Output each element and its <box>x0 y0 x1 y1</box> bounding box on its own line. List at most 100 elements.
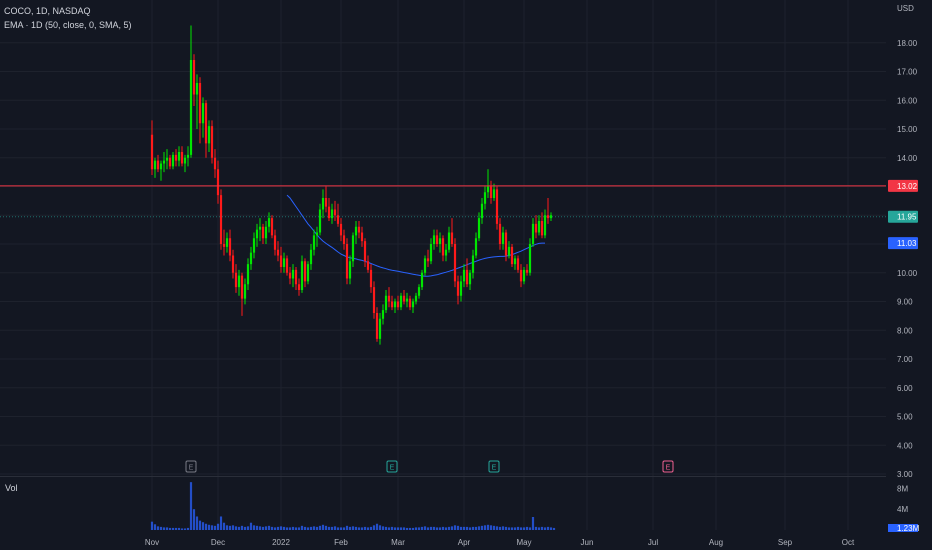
candle[interactable] <box>312 229 316 256</box>
candle[interactable] <box>210 120 214 164</box>
candle[interactable] <box>192 54 196 106</box>
candle[interactable] <box>486 169 490 198</box>
candle[interactable] <box>309 244 313 270</box>
candle[interactable] <box>222 229 226 256</box>
earnings-marker[interactable]: E <box>386 460 398 473</box>
candle[interactable] <box>159 160 163 181</box>
candle[interactable] <box>150 120 154 175</box>
candle[interactable] <box>504 229 508 262</box>
price-tag[interactable]: 11.95 <box>888 210 918 223</box>
candle[interactable] <box>417 284 421 299</box>
volume-legend[interactable]: Vol <box>5 483 18 493</box>
candle[interactable] <box>213 149 217 178</box>
candle[interactable] <box>246 258 250 290</box>
candle[interactable] <box>354 221 358 244</box>
price-axis[interactable]: 18.0017.0016.0015.0014.0013.0012.0011.00… <box>888 39 920 533</box>
candle[interactable] <box>162 152 166 173</box>
earnings-marker[interactable]: E <box>662 460 674 473</box>
candle[interactable] <box>243 278 247 305</box>
candle[interactable] <box>330 203 334 224</box>
candle[interactable] <box>444 244 448 262</box>
candle[interactable] <box>465 258 469 288</box>
candle[interactable] <box>228 229 232 262</box>
candle[interactable] <box>387 287 391 308</box>
candle[interactable] <box>543 209 547 239</box>
candle[interactable] <box>456 275 460 305</box>
ema-legend[interactable]: EMA · 1D (50, close, 0, SMA, 5) <box>4 20 132 30</box>
candle[interactable] <box>168 154 172 170</box>
candle[interactable] <box>306 261 310 285</box>
candle[interactable] <box>288 267 292 285</box>
candle[interactable] <box>405 292 409 308</box>
candle[interactable] <box>264 221 268 244</box>
candle[interactable] <box>480 198 484 224</box>
candle[interactable] <box>177 146 181 167</box>
candle[interactable] <box>372 281 376 319</box>
candle[interactable] <box>294 267 298 290</box>
horizontal-lines-layer[interactable] <box>0 185 886 218</box>
candle[interactable] <box>381 304 385 325</box>
candle[interactable] <box>285 255 289 276</box>
candle[interactable] <box>375 307 379 342</box>
candle[interactable] <box>201 97 205 138</box>
candle[interactable] <box>408 295 412 311</box>
candle[interactable] <box>525 264 529 276</box>
candle[interactable] <box>447 226 451 253</box>
candle[interactable] <box>255 223 259 247</box>
candle[interactable] <box>390 295 394 311</box>
candle[interactable] <box>171 152 175 170</box>
candle[interactable] <box>360 226 364 247</box>
candle[interactable] <box>339 218 343 242</box>
candle[interactable] <box>195 74 199 129</box>
earnings-marker[interactable]: E <box>488 460 500 473</box>
candle[interactable] <box>207 120 211 152</box>
candle[interactable] <box>180 146 184 167</box>
candle[interactable] <box>189 25 193 158</box>
candle[interactable] <box>165 149 169 170</box>
candle[interactable] <box>441 235 445 262</box>
candle[interactable] <box>297 278 301 296</box>
candle[interactable] <box>342 229 346 250</box>
price-tag[interactable]: 13.02 <box>888 179 918 192</box>
candle[interactable] <box>219 189 223 250</box>
candle[interactable] <box>261 223 265 244</box>
candle[interactable] <box>549 212 553 221</box>
candle[interactable] <box>513 255 517 270</box>
candle[interactable] <box>276 241 280 262</box>
candle[interactable] <box>258 218 262 242</box>
candle[interactable] <box>231 249 235 279</box>
earnings-marker[interactable]: E <box>185 460 197 473</box>
candle[interactable] <box>327 198 331 221</box>
candle[interactable] <box>273 229 277 256</box>
candle[interactable] <box>522 267 526 285</box>
candle[interactable] <box>321 189 325 219</box>
candle[interactable] <box>510 244 514 267</box>
candle[interactable] <box>531 218 535 247</box>
candle[interactable] <box>432 229 436 250</box>
candle[interactable] <box>546 198 550 224</box>
candle[interactable] <box>270 215 274 239</box>
candle[interactable] <box>429 238 433 265</box>
candle[interactable] <box>291 264 295 288</box>
candle[interactable] <box>411 298 415 313</box>
candle[interactable] <box>237 269 241 296</box>
candle[interactable] <box>471 249 475 279</box>
time-axis[interactable]: Nov Dec 2022 Feb Mar Apr May Jun Jul Aug Sep Oct <box>145 538 855 547</box>
candle[interactable] <box>459 275 463 302</box>
candle[interactable] <box>249 246 253 270</box>
candle[interactable] <box>363 238 367 267</box>
candle[interactable] <box>156 154 160 173</box>
candle[interactable] <box>501 226 505 250</box>
candle[interactable] <box>333 200 337 221</box>
candle[interactable] <box>357 221 361 239</box>
candle[interactable] <box>216 160 220 204</box>
candle[interactable] <box>153 157 157 178</box>
candle[interactable] <box>252 232 256 259</box>
candle[interactable] <box>183 154 187 173</box>
candle[interactable] <box>348 255 352 285</box>
candle[interactable] <box>414 292 418 305</box>
candle[interactable] <box>186 146 190 167</box>
candle[interactable] <box>384 290 388 313</box>
candle[interactable] <box>450 218 454 247</box>
